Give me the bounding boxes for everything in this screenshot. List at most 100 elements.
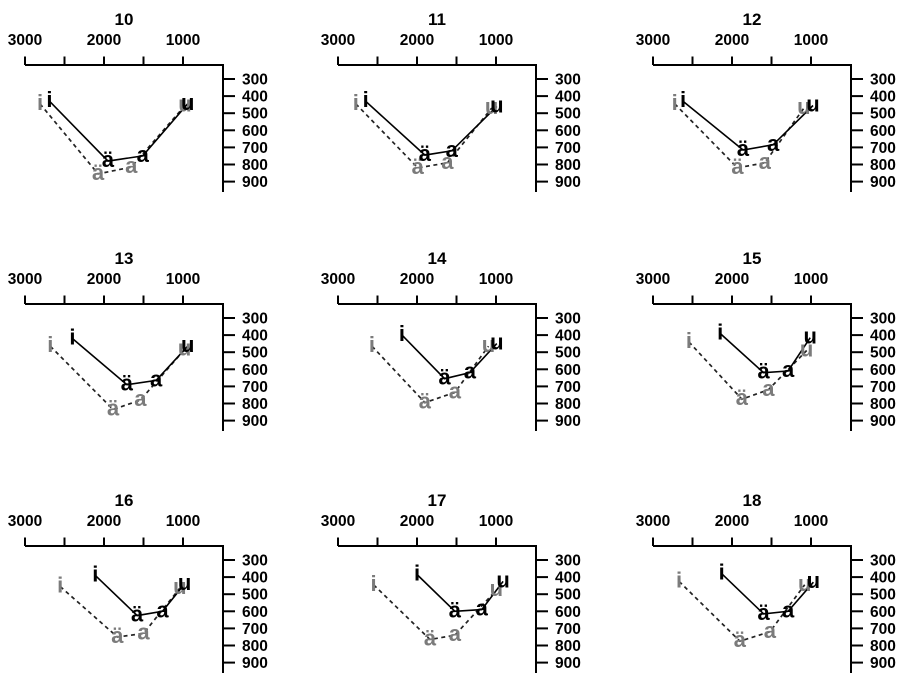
black-vowel-u: u bbox=[181, 90, 194, 115]
x-tick-label: 3000 bbox=[8, 32, 42, 49]
y-tick-label: 500 bbox=[242, 587, 268, 604]
black-vowel-a: a bbox=[137, 142, 150, 167]
y-tick-label: 900 bbox=[870, 413, 896, 430]
y-tick-label: 300 bbox=[242, 553, 268, 570]
x-tick-label: 3000 bbox=[636, 513, 670, 530]
y-tick-label: 300 bbox=[870, 311, 896, 328]
black-vowel-a: a bbox=[446, 137, 459, 162]
y-tick-label: 700 bbox=[870, 621, 896, 638]
panel-title: 14 bbox=[428, 249, 447, 268]
y-tick-label: 400 bbox=[555, 570, 581, 587]
gray-vowel-a-umlaut: ä bbox=[419, 389, 432, 414]
x-tick-label: 3000 bbox=[636, 32, 670, 49]
black-vowel-i: i bbox=[717, 319, 723, 344]
black-vowel-u: u bbox=[803, 324, 816, 349]
y-tick-label: 900 bbox=[242, 655, 268, 672]
black-vowel-a: a bbox=[156, 597, 169, 622]
y-tick-label: 500 bbox=[870, 587, 896, 604]
gray-vowel-u: u bbox=[798, 571, 811, 596]
x-tick-label: 3000 bbox=[321, 32, 355, 49]
y-tick-label: 500 bbox=[555, 587, 581, 604]
x-tick-label: 3000 bbox=[636, 271, 670, 288]
black-vowel-a-umlaut: ä bbox=[757, 359, 770, 384]
gray-vowel-u: u bbox=[178, 336, 191, 361]
black-vowel-i: i bbox=[414, 561, 420, 586]
y-tick-label: 300 bbox=[870, 72, 896, 89]
y-tick-label: 300 bbox=[555, 311, 581, 328]
black-vowel-u: u bbox=[490, 92, 503, 117]
y-tick-label: 600 bbox=[242, 604, 268, 621]
y-tick-label: 400 bbox=[870, 89, 896, 106]
x-tick-label: 1000 bbox=[166, 513, 200, 530]
gray-vowel-u: u bbox=[797, 94, 810, 119]
black-vowel-i: i bbox=[363, 87, 369, 112]
y-tick-label: 900 bbox=[242, 174, 268, 191]
y-tick-label: 400 bbox=[242, 328, 268, 345]
panel-title: 10 bbox=[115, 10, 134, 29]
gray-vowel-a: a bbox=[762, 376, 775, 401]
x-tick-label: 3000 bbox=[8, 513, 42, 530]
y-tick-label: 500 bbox=[870, 345, 896, 362]
y-tick-label: 900 bbox=[870, 174, 896, 191]
y-tick-label: 800 bbox=[870, 638, 896, 655]
gray-vowel-i: i bbox=[353, 90, 359, 115]
gray-vowel-u: u bbox=[800, 336, 813, 361]
black-vowel-u: u bbox=[178, 570, 191, 595]
gray-series-line bbox=[674, 103, 805, 169]
gray-vowel-a-umlaut: ä bbox=[107, 395, 120, 420]
y-tick-label: 400 bbox=[870, 328, 896, 345]
black-vowel-i: i bbox=[399, 321, 405, 346]
gray-series-line bbox=[371, 345, 490, 404]
y-tick-label: 400 bbox=[242, 570, 268, 587]
y-tick-label: 600 bbox=[555, 123, 581, 140]
y-tick-label: 600 bbox=[870, 123, 896, 140]
gray-vowel-u: u bbox=[173, 574, 186, 599]
x-tick-label: 1000 bbox=[166, 32, 200, 49]
black-series-line bbox=[71, 337, 189, 386]
black-vowel-a-umlaut: ä bbox=[102, 147, 115, 172]
y-tick-label: 700 bbox=[555, 140, 581, 157]
x-tick-label: 1000 bbox=[479, 271, 513, 288]
gray-vowel-i: i bbox=[672, 90, 678, 115]
black-vowel-a-umlaut: ä bbox=[131, 602, 144, 627]
gray-vowel-i: i bbox=[370, 571, 376, 596]
y-tick-label: 600 bbox=[870, 362, 896, 379]
gray-vowel-i: i bbox=[47, 332, 53, 357]
black-vowel-u: u bbox=[496, 567, 509, 592]
gray-vowel-i: i bbox=[369, 332, 375, 357]
x-tick-label: 2000 bbox=[715, 513, 749, 530]
black-vowel-a: a bbox=[782, 357, 795, 382]
x-tick-label: 1000 bbox=[166, 271, 200, 288]
y-tick-label: 600 bbox=[242, 362, 268, 379]
y-tick-label: 900 bbox=[870, 655, 896, 672]
x-tick-label: 2000 bbox=[715, 32, 749, 49]
gray-vowel-a: a bbox=[764, 618, 777, 643]
gray-vowel-a: a bbox=[134, 386, 147, 411]
black-vowel-u: u bbox=[806, 92, 819, 117]
y-tick-label: 700 bbox=[242, 621, 268, 638]
y-tick-label: 300 bbox=[870, 553, 896, 570]
gray-series-line bbox=[59, 585, 181, 638]
y-tick-label: 700 bbox=[870, 379, 896, 396]
gray-vowel-a: a bbox=[441, 149, 454, 174]
x-tick-label: 3000 bbox=[321, 513, 355, 530]
y-tick-label: 500 bbox=[555, 345, 581, 362]
y-tick-label: 800 bbox=[870, 396, 896, 413]
y-tick-label: 800 bbox=[242, 638, 268, 655]
black-vowel-i: i bbox=[46, 87, 52, 112]
x-tick-label: 2000 bbox=[87, 271, 121, 288]
gray-vowel-a-umlaut: ä bbox=[736, 385, 749, 410]
black-vowel-a-umlaut: ä bbox=[419, 141, 432, 166]
gray-vowel-a: a bbox=[125, 153, 138, 178]
y-tick-label: 500 bbox=[870, 106, 896, 123]
black-vowel-a: a bbox=[464, 359, 477, 384]
y-tick-label: 300 bbox=[555, 72, 581, 89]
panel-title: 13 bbox=[115, 249, 134, 268]
y-tick-label: 700 bbox=[242, 379, 268, 396]
gray-series-line bbox=[373, 584, 498, 641]
y-tick-label: 800 bbox=[555, 638, 581, 655]
